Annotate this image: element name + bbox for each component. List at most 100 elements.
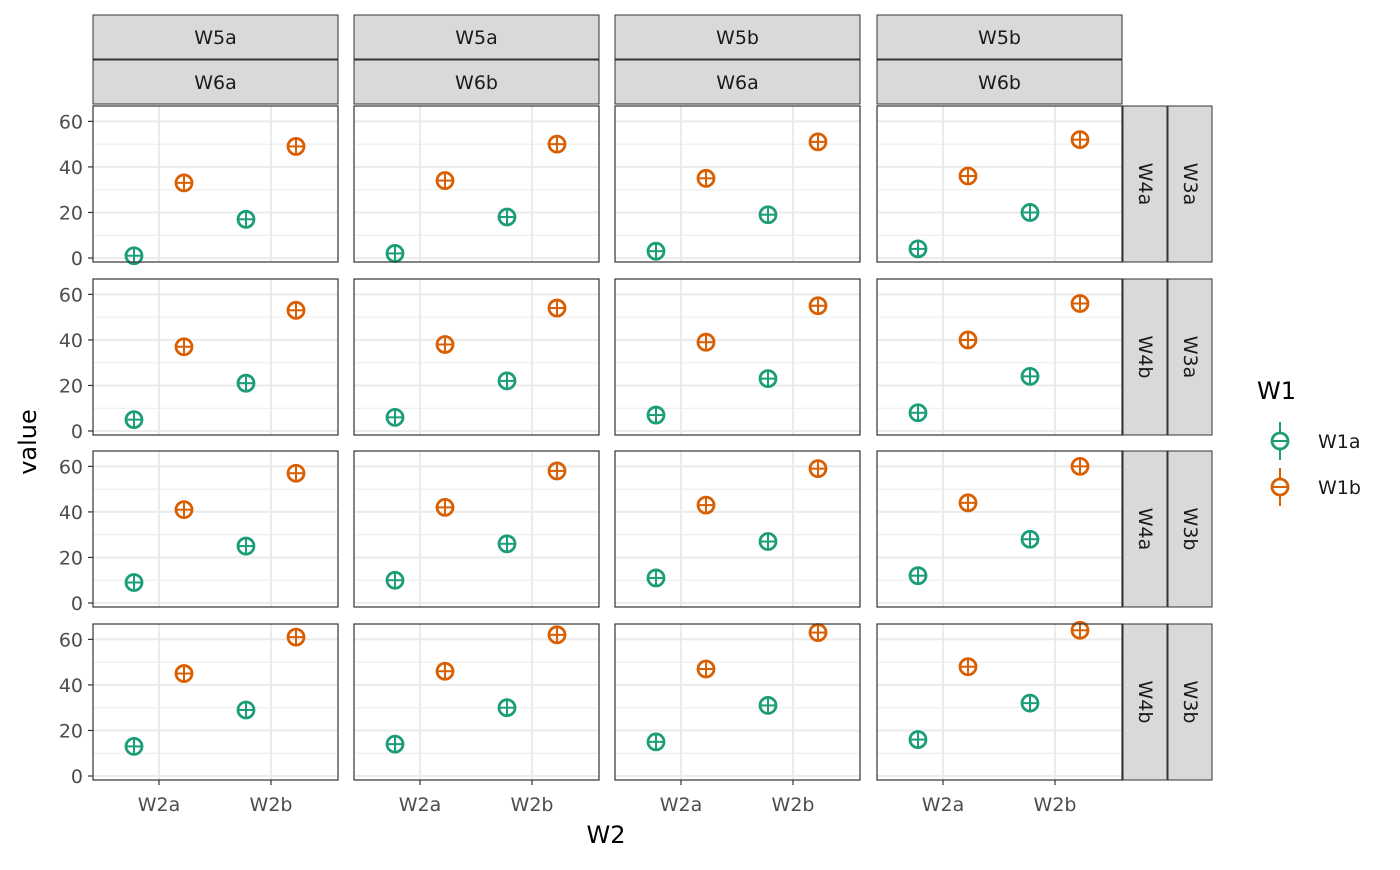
facet-panel-r0-c0 — [92, 105, 339, 266]
facet-strip-right-outer-label: W3a — [1179, 336, 1201, 379]
facet-panel-r2-c3 — [876, 450, 1123, 608]
y-axis-title: value — [14, 409, 42, 475]
x-tick-label: W2b — [1034, 794, 1077, 816]
data-point-w1b — [435, 171, 455, 190]
data-point-w1b — [435, 335, 455, 354]
data-point-w1a — [1020, 203, 1040, 222]
facet-strip-right-inner-3 — [1122, 623, 1168, 781]
data-point-w1a — [758, 696, 778, 715]
data-point-w1b — [808, 459, 828, 479]
panel-border — [92, 450, 339, 608]
panel-background — [354, 106, 599, 262]
facet-panel-r1-c3 — [876, 278, 1123, 436]
data-point-w1a — [758, 532, 778, 551]
facet-strip-second-3 — [876, 59, 1123, 105]
panel-border — [614, 278, 861, 436]
panel-background — [877, 106, 1122, 262]
facet-strip-top-label: W5b — [978, 27, 1021, 49]
facet-strip-right-inner-2 — [1122, 450, 1168, 608]
data-point-w1b — [1070, 456, 1090, 476]
data-point-w1b — [696, 659, 716, 679]
data-point-w1a — [124, 737, 144, 756]
data-point-w1a — [124, 573, 144, 592]
data-point-w1b — [174, 500, 194, 520]
data-point-w1b — [435, 497, 455, 517]
panel-border — [353, 278, 600, 436]
x-tick-label: W2a — [138, 794, 181, 816]
data-point-w1a — [124, 246, 144, 266]
legend-title: W1 — [1257, 377, 1296, 405]
y-tick-label: 60 — [59, 284, 83, 306]
x-tick-label: W2a — [660, 794, 703, 816]
data-point-w1b — [958, 166, 978, 186]
panel-border — [92, 278, 339, 436]
panel-border — [614, 450, 861, 608]
facet-strip-right-outer-0 — [1167, 105, 1213, 263]
facet-panel-r2-c1 — [353, 450, 600, 608]
y-tick-label: 40 — [59, 330, 83, 352]
facet-strip-right-outer-2 — [1167, 450, 1213, 608]
data-point-w1a — [908, 566, 928, 586]
data-point-w1a — [908, 239, 928, 259]
facet-panel-r2-c2 — [614, 450, 861, 608]
legend: W1 W1a W1b — [1257, 377, 1361, 506]
legend-key-w1a — [1270, 422, 1290, 460]
y-tick-label: 60 — [59, 456, 83, 478]
x-tick-label: W2a — [399, 794, 442, 816]
facet-strip-right-inner-label: W4b — [1134, 336, 1156, 379]
y-tick-label: 20 — [59, 547, 83, 569]
data-point-w1b — [696, 495, 716, 515]
panel-border — [876, 623, 1123, 781]
panel-background — [93, 451, 338, 607]
facet-strip-top-0 — [92, 14, 339, 60]
facet-panel-r3-c1 — [353, 623, 600, 781]
facet-strip-right-inner-label: W4b — [1134, 681, 1156, 724]
x-tick-label: W2b — [511, 794, 554, 816]
data-point-w1b — [808, 296, 828, 316]
data-point-w1a — [236, 209, 256, 229]
y-tick-label: 40 — [59, 675, 83, 697]
data-point-w1b — [174, 173, 194, 193]
y-tick-label: 20 — [59, 202, 83, 224]
facet-strip-right-inner-label: W4a — [1134, 508, 1156, 551]
data-point-w1a — [758, 369, 778, 389]
data-point-w1b — [958, 493, 978, 513]
data-point-w1b — [808, 132, 828, 152]
facet-strip-top-3 — [876, 14, 1123, 60]
data-point-w1b — [547, 461, 567, 481]
facet-strip-second-label: W6b — [455, 72, 498, 94]
facet-strip-second-label: W6b — [978, 72, 1021, 94]
y-tick-label: 60 — [59, 111, 83, 133]
y-tick-label: 0 — [71, 766, 83, 788]
x-axis-title: W2 — [587, 821, 626, 849]
facet-strip-top-label: W5a — [194, 27, 237, 49]
data-point-w1a — [1020, 529, 1040, 549]
x-tick-label: W2a — [922, 794, 965, 816]
facet-panel-r3-c3 — [876, 620, 1123, 781]
data-point-w1a — [646, 732, 666, 752]
panel-background — [877, 624, 1122, 780]
data-point-w1b — [435, 661, 455, 681]
facet-panel-r3-c2 — [614, 623, 861, 781]
facet-panel-r0-c3 — [876, 105, 1123, 263]
facet-strip-right-outer-label: W3b — [1179, 681, 1201, 724]
facet-strip-top-label: W5a — [455, 27, 498, 49]
data-point-w1b — [1070, 620, 1090, 640]
facet-strip-second-2 — [614, 59, 861, 105]
panel-background — [93, 624, 338, 780]
facet-strip-right-inner-label: W4a — [1134, 163, 1156, 206]
data-point-w1a — [385, 734, 405, 754]
data-point-w1a — [236, 536, 256, 556]
panel-background — [615, 106, 860, 262]
data-point-w1a — [908, 403, 928, 423]
panel-border — [353, 105, 600, 263]
panel-background — [93, 106, 338, 262]
facet-panel-r1-c0 — [92, 278, 339, 436]
data-point-w1b — [547, 625, 567, 645]
panel-border — [614, 623, 861, 781]
data-point-w1b — [547, 134, 567, 154]
panel-border — [353, 623, 600, 781]
data-point-w1a — [1020, 693, 1040, 713]
facet-strip-top-2 — [614, 14, 861, 60]
